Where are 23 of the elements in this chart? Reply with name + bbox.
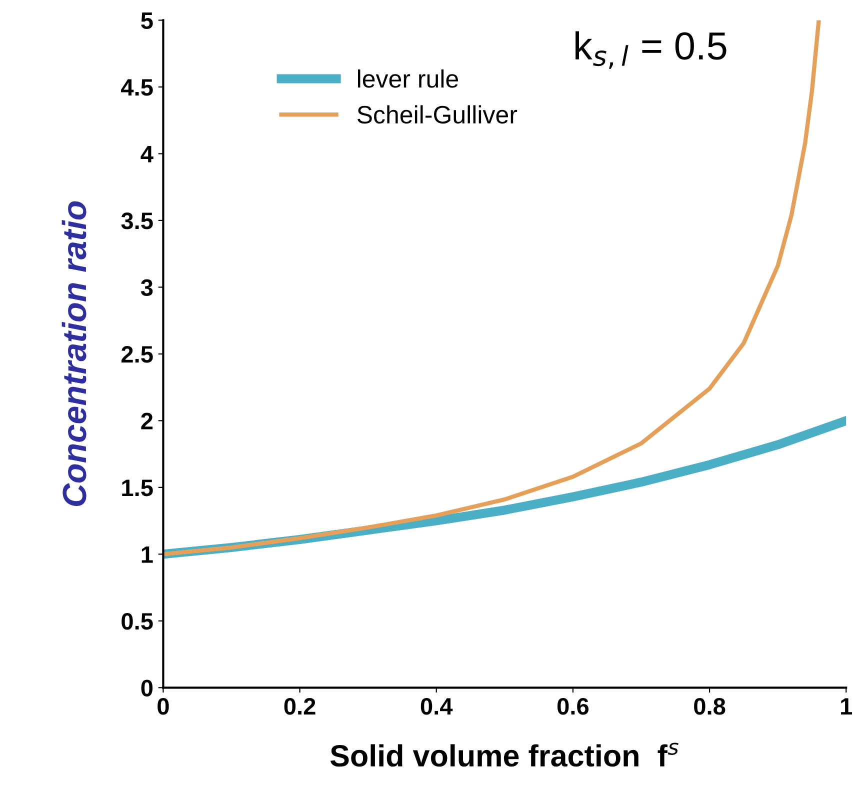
y-tick-label: 4 [140,146,154,162]
x-axis-title: Solid volume fraction f$^{s}$ [330,742,678,767]
legend-label: lever rule [358,69,458,88]
x-tick-label: 1 [841,698,852,714]
y-tick-label: 1 [142,546,153,563]
x-tick-label: 0.8 [694,698,726,715]
annotation: k$_{s,l}$ = 0.5 [576,31,726,69]
x-tick-label: 0.4 [420,698,453,715]
y-tick-label: 0 [141,680,153,696]
y-tick-label: 3 [140,279,153,296]
y-tick-label: 1.5 [122,480,153,496]
x-tick-label: 0.2 [284,698,316,715]
y-tick-label: 5 [141,12,153,30]
y-tick-label: 2.5 [121,346,153,363]
y-tick-label: 2 [141,412,153,430]
y-axis-title: Concentration ratio [62,201,86,506]
x-tick-label: 0 [158,698,169,715]
line-series [163,20,821,556]
x-tick-label: 0.6 [557,698,589,715]
y-tick-label: 3.5 [121,212,153,230]
y-tick-label: 0.5 [122,612,153,630]
legend-label: Scheil-Gulliver [357,105,518,124]
y-tick-label: 4.5 [121,79,153,96]
